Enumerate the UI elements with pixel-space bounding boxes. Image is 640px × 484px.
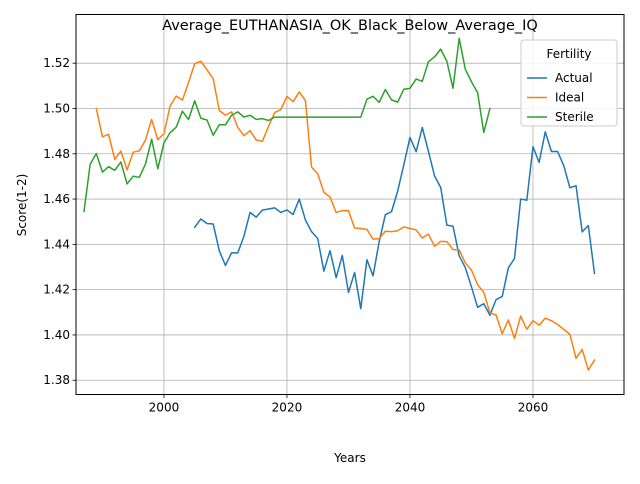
- y-tick-label: 1.48: [43, 147, 70, 161]
- x-tick-label: 2020: [272, 401, 303, 415]
- y-tick-label: 1.46: [43, 192, 70, 206]
- y-tick-label: 1.44: [43, 237, 70, 251]
- legend: Fertility Actual Ideal Sterile: [521, 40, 617, 126]
- x-tick-label: 2040: [395, 401, 426, 415]
- legend-label-actual: Actual: [555, 71, 593, 85]
- legend-label-ideal: Ideal: [555, 91, 584, 105]
- y-axis-label: Score(1-2): [15, 174, 29, 237]
- y-tick-label: 1.40: [43, 328, 70, 342]
- y-tick-label: 1.42: [43, 283, 70, 297]
- y-tick-label: 1.52: [43, 56, 70, 70]
- legend-label-sterile: Sterile: [555, 110, 594, 124]
- y-tick-label: 1.38: [43, 373, 70, 387]
- chart-title: Average_EUTHANASIA_OK_Black_Below_Averag…: [162, 18, 538, 34]
- x-tick-label: 2000: [149, 401, 180, 415]
- x-axis-label: Years: [333, 451, 366, 465]
- y-tick-label: 1.50: [43, 101, 70, 115]
- x-tick-label: 2060: [518, 401, 549, 415]
- legend-title: Fertility: [546, 47, 591, 61]
